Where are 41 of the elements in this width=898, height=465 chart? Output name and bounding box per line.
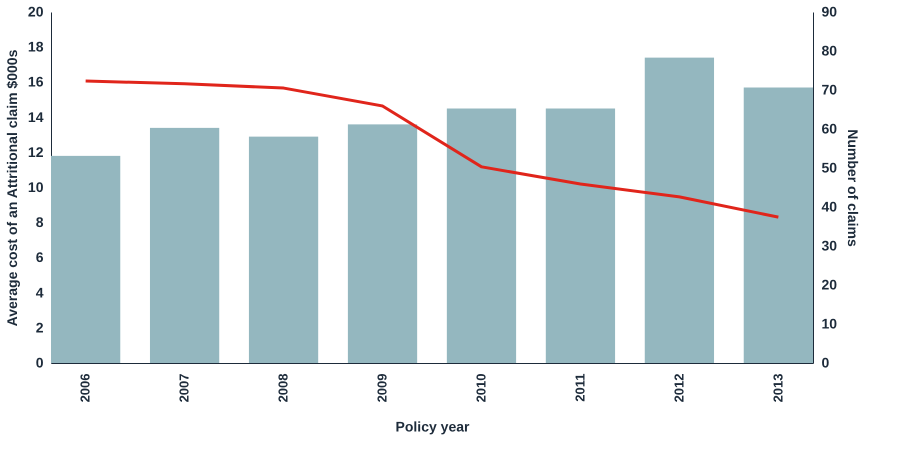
y-tick-label: 2 [36,319,44,336]
y-tick-label: 6 [36,249,44,266]
y2-tick-label: 60 [822,120,838,136]
bar [248,136,318,363]
y-tick-label: 18 [28,38,44,55]
y-tick-label: 4 [36,284,44,300]
y2-tick-label: 70 [822,82,838,98]
y2-tick-label: 30 [822,238,838,254]
x-tick-label: 2010 [473,374,488,402]
x-axis-title: Policy year [396,418,470,434]
x-tick-label: 2008 [276,374,291,402]
bar [348,124,418,363]
y-tick-label: 12 [28,144,44,160]
y-tick-label: 10 [28,179,44,195]
x-tick-label: 2012 [671,374,686,402]
y2-tick-label: 50 [822,160,838,176]
bar [51,156,120,363]
bar [644,58,714,363]
y2-tick-label: 10 [822,316,838,332]
y-tick-label: 8 [36,214,44,230]
y2-axis-title: Number of claims [845,129,862,247]
x-tick-label: 2011 [572,374,588,402]
line-series [84,80,780,219]
y-axis-title: Average cost of an Attritional claim $000s [4,49,20,326]
y-tick-label: 0 [36,354,44,370]
y2-tick-label: 0 [822,354,830,370]
y2-tick-label: 80 [822,42,838,58]
x-tick-label: 2006 [78,374,93,402]
x-tick-label: 2013 [770,374,786,402]
y2-tick-label: 40 [822,198,838,214]
y-tick-label: 16 [28,74,44,90]
y-tick-label: 20 [28,4,44,20]
bar [150,128,220,363]
x-tick-label: 2007 [176,374,192,402]
y2-tick-label: 90 [822,4,838,20]
y2-tick-label: 20 [822,276,838,292]
y-tick-label: 14 [28,108,44,125]
bar [546,108,616,363]
bar [446,108,516,363]
bar [744,87,813,363]
x-tick-label: 2009 [374,374,390,402]
